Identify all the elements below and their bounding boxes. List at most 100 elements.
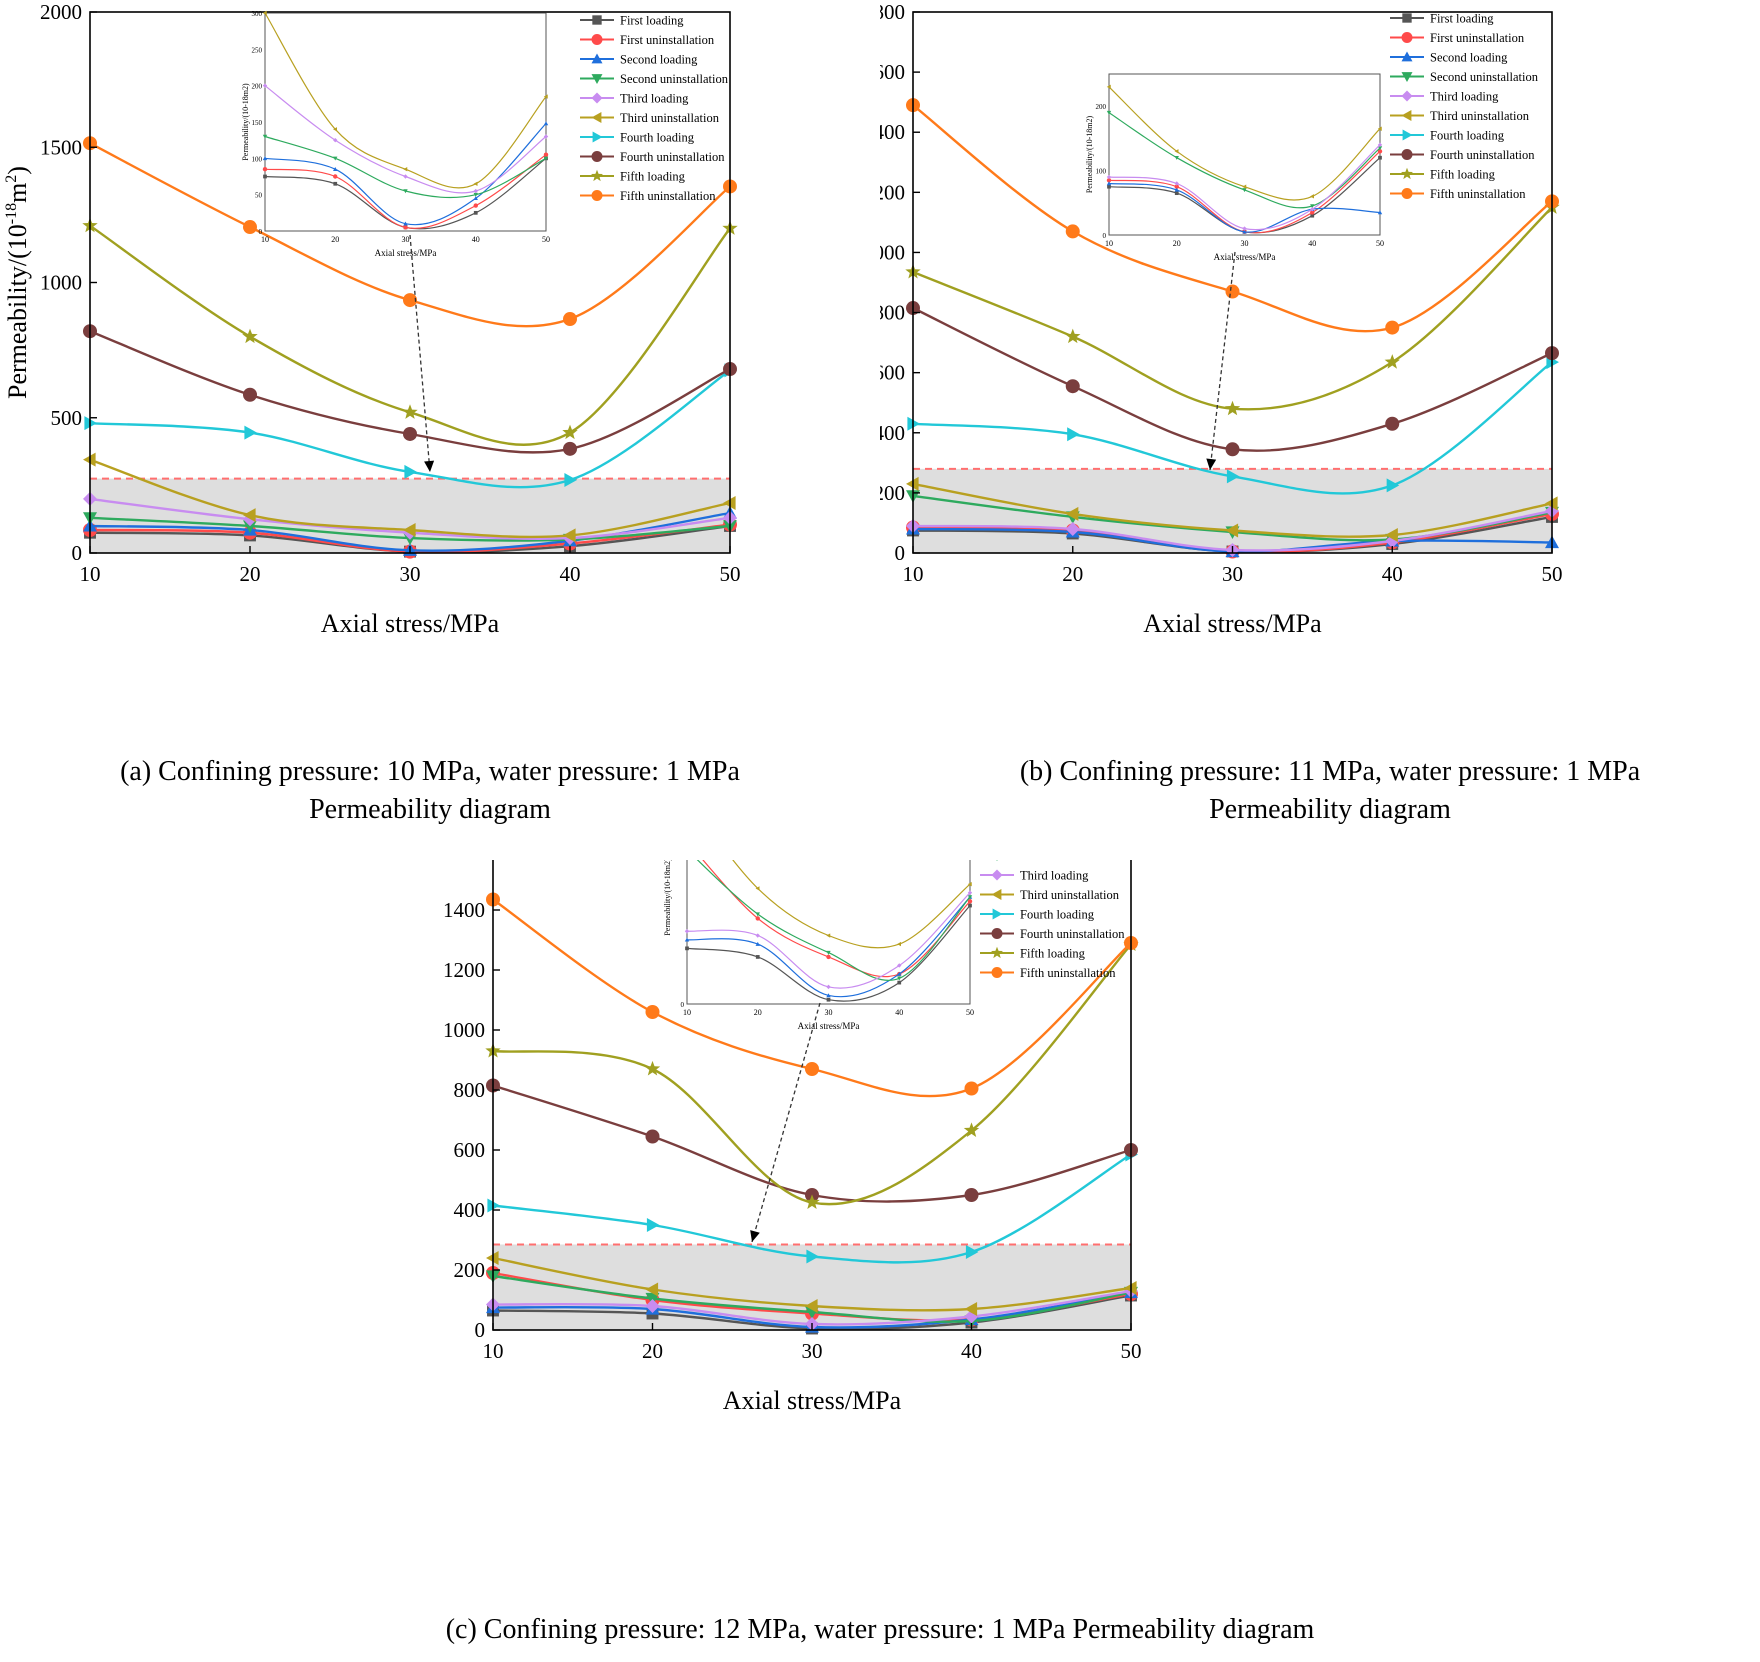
legend-label: Second uninstallation <box>1020 860 1129 863</box>
caption-c-line1: (c) Confining pressure: 12 MPa, water pr… <box>445 1614 1315 1645</box>
y-tick-label: 500 <box>51 406 83 430</box>
y-tick-label: 2000 <box>40 0 82 24</box>
inset-data-point <box>1107 184 1111 189</box>
inset-data-point <box>826 993 831 998</box>
x-tick-label: 40 <box>961 1339 982 1363</box>
data-point <box>1065 328 1081 344</box>
inset-y-tick-label: 200 <box>1096 103 1107 111</box>
inset-x-tick-label: 30 <box>825 1008 833 1017</box>
inset-data-point <box>1377 142 1383 148</box>
inset-data-point <box>543 152 549 157</box>
inset-data-point <box>826 950 831 955</box>
legend-marker <box>991 928 1003 939</box>
inset-data-point <box>262 10 267 16</box>
data-point <box>403 523 416 538</box>
x-tick-label: 40 <box>560 562 581 586</box>
caption-b: (b) Confining pressure: 11 MPa, water pr… <box>900 753 1760 829</box>
legend-marker <box>1401 149 1413 160</box>
y-tick-label: 0 <box>895 541 906 565</box>
data-point <box>563 312 577 327</box>
data-point <box>964 1188 979 1202</box>
caption-a-line1: (a) Confining pressure: 10 MPa, water pr… <box>120 756 740 787</box>
y-tick-label: 1200 <box>880 180 905 204</box>
inset-data-point <box>263 174 267 179</box>
data-point <box>645 1282 659 1297</box>
inset-data-point <box>333 167 338 171</box>
inset-data-point <box>755 916 760 921</box>
inset-data-point <box>1310 204 1315 209</box>
inset-x-tick-label: 30 <box>1241 239 1249 248</box>
y-tick-label: 1600 <box>443 860 485 862</box>
legend-marker <box>591 74 603 84</box>
inset-data-point <box>403 225 408 230</box>
data-point <box>243 220 257 235</box>
legend-label: Second uninstallation <box>620 72 729 86</box>
inset-data-point <box>473 188 478 194</box>
inset-frame <box>1108 73 1381 236</box>
caption-b-line1: (b) Confining pressure: 11 MPa, water pr… <box>1019 756 1641 787</box>
chart-panel-c: 0200400600800100012001400160018001020304… <box>406 778 1320 1580</box>
inset-data-point <box>262 156 268 161</box>
zoom-arrow-head <box>1206 458 1217 470</box>
data-point <box>644 1060 661 1076</box>
data-point <box>1065 521 1080 536</box>
x-tick-label: 50 <box>1542 562 1563 586</box>
y-tick-label: 1000 <box>443 1018 485 1042</box>
x-tick-label: 20 <box>642 1339 663 1363</box>
inset-data-point <box>826 933 831 938</box>
inset-data-point <box>473 192 478 197</box>
data-point <box>1385 320 1400 335</box>
data-point <box>965 1245 979 1259</box>
inset-data-point <box>755 912 760 917</box>
inset-data-point <box>262 83 268 88</box>
inset-data-point <box>262 134 268 139</box>
series-fifth-uninstallation <box>906 98 1559 335</box>
y-axis-label-part: Permeability/(10 <box>3 224 32 399</box>
inset-x-tick-label: 40 <box>1308 239 1316 248</box>
x-tick-label: 20 <box>240 562 261 586</box>
inset-y-tick-label: 100 <box>1096 168 1107 176</box>
data-point <box>1385 527 1398 542</box>
legend-label: First uninstallation <box>620 33 715 47</box>
inset-data-point <box>755 955 760 959</box>
y-tick-label: 400 <box>454 1198 486 1222</box>
inset-data-point <box>1377 146 1383 151</box>
legend-marker <box>1402 129 1413 141</box>
chart-panel-a: 0 500 1000 1500 2000 10 20 30 40 50 Axial stress/M… <box>0 0 840 720</box>
x-axis-label: Axial stress/MPa <box>321 609 500 638</box>
data-point <box>963 1122 980 1137</box>
y-tick-label: 1600 <box>880 60 905 84</box>
inset-data-point <box>897 941 902 947</box>
y-tick-label: 800 <box>880 301 905 325</box>
y-tick-label: 1400 <box>880 120 905 144</box>
data-point <box>1225 284 1240 299</box>
data-point <box>1386 478 1400 493</box>
inset-data-point <box>333 156 338 161</box>
data-point <box>564 472 577 487</box>
inset-series <box>685 903 972 1002</box>
legend-label: Fifth loading <box>620 170 686 184</box>
x-tick-label: 30 <box>802 1339 823 1363</box>
zoom-arrow-head <box>750 1230 760 1242</box>
inset-series <box>1106 142 1383 231</box>
data-point <box>805 1299 818 1313</box>
legend-marker <box>592 131 603 143</box>
inset-data-point <box>826 997 831 1002</box>
data-point <box>805 1062 819 1076</box>
caption-a-line2: Permeability diagram <box>309 794 551 825</box>
legend-marker <box>591 190 603 201</box>
inset-data-point <box>1106 174 1112 180</box>
inset-data-point <box>755 933 760 938</box>
x-tick-label: 30 <box>400 562 421 586</box>
inset-y-axis-label: Permeability/(10-18m2) <box>663 860 672 936</box>
data-point <box>806 1249 819 1264</box>
data-point <box>243 387 257 402</box>
inset-data-point <box>967 890 973 895</box>
inset-data-point <box>755 886 760 891</box>
inset-data-point <box>473 203 478 208</box>
inset-data-point <box>826 954 831 960</box>
zoom-arrow-line <box>1209 251 1236 471</box>
y-tick-label: 400 <box>880 421 905 445</box>
data-point <box>645 1005 660 1019</box>
data-point <box>1067 427 1080 442</box>
